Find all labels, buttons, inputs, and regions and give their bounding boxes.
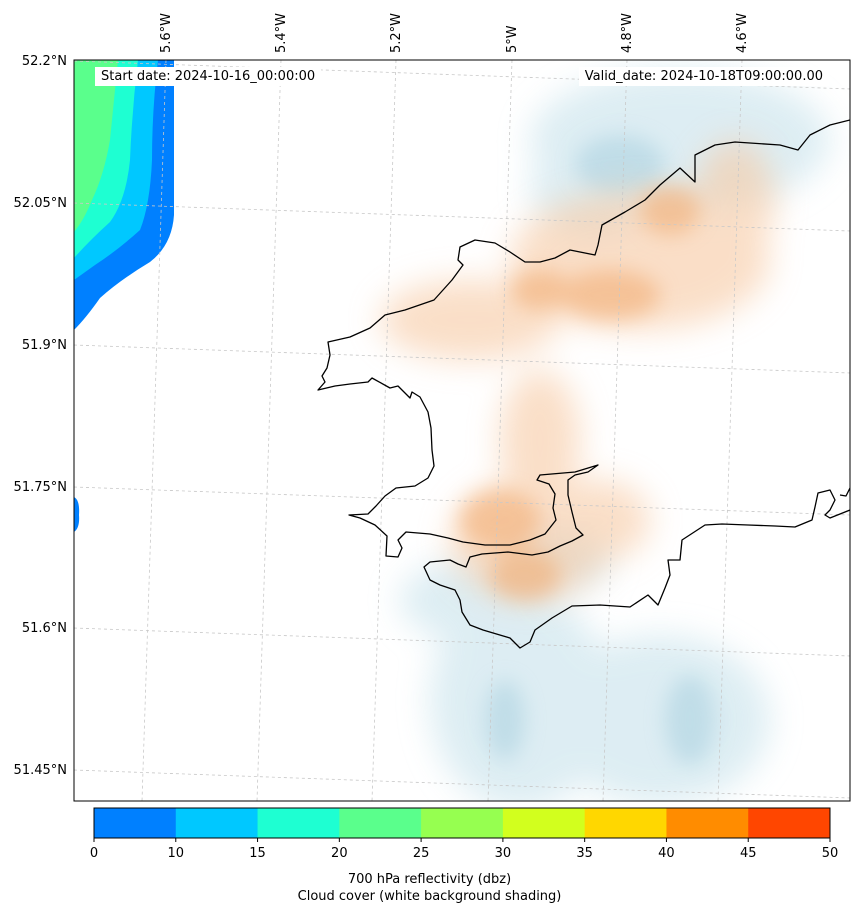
colorbar-tick-label: 25 xyxy=(412,846,430,861)
colorbar-tick-labels: 0 10 15 20 25 30 35 40 45 50 xyxy=(0,846,859,866)
colorbar-segment xyxy=(175,808,259,838)
lat-label: 51.75°N xyxy=(14,480,67,495)
reflectivity-band-20-25 xyxy=(74,60,118,232)
lat-label: 51.45°N xyxy=(14,763,67,778)
colorbar-tick-label: 30 xyxy=(494,846,512,861)
lon-label: 4.8°W xyxy=(620,13,635,53)
reflectivity-haze-core xyxy=(460,185,700,600)
lat-label: 51.9°N xyxy=(22,338,67,353)
reflectivity-blob-left-edge xyxy=(74,497,80,532)
lon-label: 5°W xyxy=(505,25,520,53)
colorbar-tick-label: 50 xyxy=(821,846,839,861)
lon-label: 5.2°W xyxy=(389,13,404,53)
lon-label: 5.6°W xyxy=(159,13,174,53)
colorbar-segment xyxy=(666,808,749,838)
colorbar-segment xyxy=(257,808,340,838)
lat-label: 52.05°N xyxy=(14,196,67,211)
colorbar-segment xyxy=(94,808,177,838)
reflectivity-haze xyxy=(380,140,775,600)
colorbar xyxy=(93,807,831,842)
colorbar-segment xyxy=(421,808,504,838)
colorbar-segment xyxy=(748,808,831,838)
map-frame xyxy=(73,59,851,802)
colorbar-frame xyxy=(93,807,831,839)
longitude-labels: 5.6°W 5.4°W 5.2°W 5°W 4.8°W 4.6°W xyxy=(159,13,750,53)
colorbar-title: 700 hPa reflectivity (dbz) Cloud cover (… xyxy=(0,871,859,905)
lat-label: 52.2°N xyxy=(22,54,67,69)
colorbar-segment xyxy=(339,808,422,838)
colorbar-tick-label: 45 xyxy=(739,846,757,861)
colorbar-label-field: 700 hPa reflectivity (dbz) xyxy=(347,872,512,887)
lon-label: 5.4°W xyxy=(274,13,289,53)
lon-label: 4.6°W xyxy=(735,13,750,53)
cloud-cover-core xyxy=(485,135,715,765)
start-date-label: Start date: 2024-10-16_00:00:00 xyxy=(95,67,322,86)
coastline xyxy=(317,119,850,649)
colorbar-tick-label: 35 xyxy=(576,846,593,861)
colorbar-tick-label: 10 xyxy=(167,846,185,861)
colorbar-label-overlay: Cloud cover (white background shading) xyxy=(297,889,562,904)
valid-date-label: Valid_date: 2024-10-18T09:00:00.00 xyxy=(578,67,829,86)
colorbar-tick-label: 20 xyxy=(331,846,348,861)
latitude-labels: 52.2°N 52.05°N 51.9°N 51.75°N 51.6°N 51.… xyxy=(14,54,67,778)
colorbar-segment xyxy=(584,808,667,838)
lat-label: 51.6°N xyxy=(22,621,67,636)
colorbar-tick-label: 40 xyxy=(658,846,675,861)
colorbar-tick-label: 0 xyxy=(89,846,99,861)
colorbar-segment xyxy=(502,808,586,838)
colorbar-tick-label: 15 xyxy=(249,846,266,861)
